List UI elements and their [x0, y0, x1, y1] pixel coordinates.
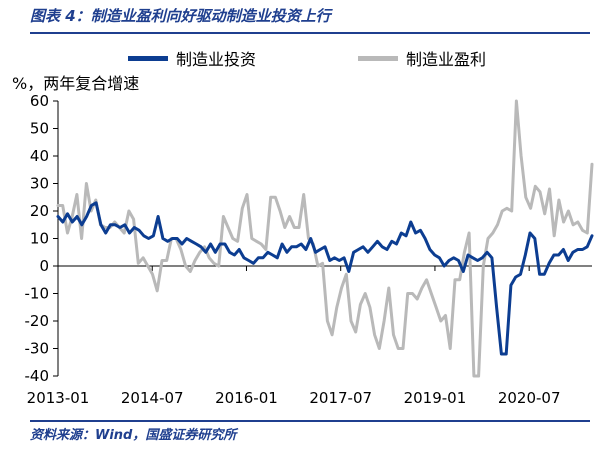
y-tick-label: 10 [30, 230, 49, 248]
y-axis-label: %，两年复合增速 [12, 74, 140, 93]
y-tick-label: 60 [30, 92, 49, 110]
y-tick-label: 30 [30, 175, 49, 193]
y-tick-label: 40 [30, 147, 49, 165]
x-tick-label: 2016-01 [215, 389, 278, 407]
source-rule [30, 420, 590, 422]
y-tick-label: 50 [30, 120, 49, 138]
y-tick-label: -40 [25, 367, 50, 385]
title-rule [30, 32, 590, 34]
figure-title: 图表 4：制造业盈利向好驱动制造业投资上行 [30, 7, 331, 25]
y-tick-label: -30 [25, 340, 50, 358]
legend-item-investment: 制造业投资 [128, 46, 256, 70]
y-tick-label: -10 [25, 285, 50, 303]
figure-source: 资料来源：Wind，国盛证券研究所 [30, 428, 237, 443]
x-tick-label: 2019-01 [404, 389, 467, 407]
legend-item-profit: 制造业盈利 [358, 46, 486, 70]
y-tick-label: 20 [30, 202, 49, 220]
legend-label-investment: 制造业投资 [176, 50, 257, 69]
legend-label-profit: 制造业盈利 [406, 50, 487, 69]
x-tick-label: 2014-07 [121, 389, 184, 407]
series-line-investment [56, 201, 594, 356]
legend-swatch-investment [128, 55, 168, 61]
x-tick-label: 2020-07 [498, 389, 561, 407]
x-tick-label: 2013-01 [27, 389, 90, 407]
y-tick-label: -20 [25, 312, 50, 330]
y-tick-label: 0 [39, 257, 49, 275]
legend-swatch-profit [358, 55, 398, 61]
x-tick-label: 2017-07 [309, 389, 372, 407]
series-line-profit [56, 99, 594, 378]
